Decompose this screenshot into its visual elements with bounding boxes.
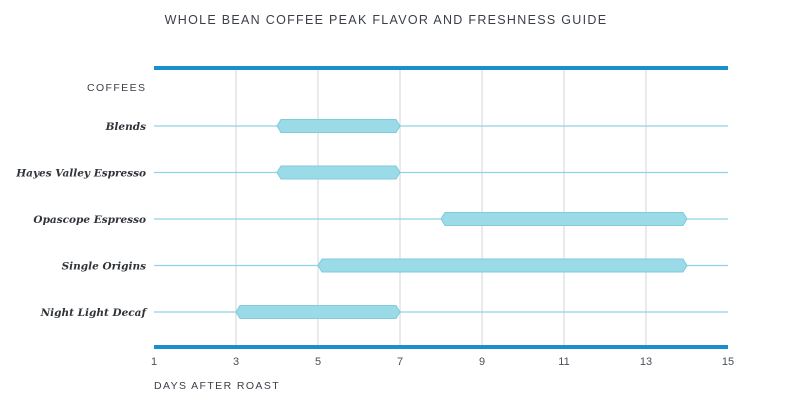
x-tick-label-15: 15 (722, 356, 734, 368)
category-label-night-light-decaf: Night Light Decaf (40, 307, 149, 319)
category-label-opascope-espresso: Opascope Espresso (33, 214, 146, 226)
range-bar-blends (276, 119, 401, 133)
category-label-hayes-valley-espresso: Hayes Valley Espresso (15, 168, 146, 180)
chart-title: WHOLE BEAN COFFEE PEAK FLAVOR AND FRESHN… (165, 13, 608, 27)
category-label-blends: Blends (105, 121, 147, 133)
range-bar-night-light-decaf (235, 305, 401, 319)
range-bar-hayes-valley-espresso (276, 165, 401, 180)
grid (235, 70, 647, 345)
range-bar-single-origins (317, 258, 688, 273)
x-tick-labels: 1 3 5 7 9 11 13 15 (151, 356, 734, 368)
x-tick-label-9: 9 (479, 356, 485, 368)
category-label-single-origins: Single Origins (62, 261, 147, 273)
top-frame-bar (154, 66, 728, 70)
x-tick-label-5: 5 (315, 356, 321, 368)
x-tick-label-11: 11 (558, 356, 569, 368)
y-axis-label: COFFEES (87, 82, 146, 94)
bottom-frame-bar (154, 345, 728, 349)
x-tick-label-3: 3 (233, 356, 239, 368)
x-tick-label-13: 13 (640, 356, 652, 368)
x-tick-label-7: 7 (397, 356, 403, 368)
x-tick-label-1: 1 (151, 356, 157, 368)
range-bar-opascope-espresso (440, 212, 688, 226)
x-axis-label: DAYS AFTER ROAST (154, 380, 280, 392)
rows: Blends Hayes Valley Espresso Opascope Espr… (15, 119, 728, 319)
